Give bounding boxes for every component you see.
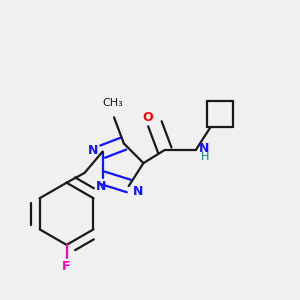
Text: F: F (62, 260, 71, 273)
Text: N: N (198, 142, 209, 155)
Text: N: N (96, 181, 106, 194)
Text: N: N (133, 185, 143, 198)
Text: O: O (142, 111, 153, 124)
Text: H: H (201, 152, 209, 162)
Text: N: N (88, 143, 98, 157)
Text: CH₃: CH₃ (102, 98, 123, 108)
